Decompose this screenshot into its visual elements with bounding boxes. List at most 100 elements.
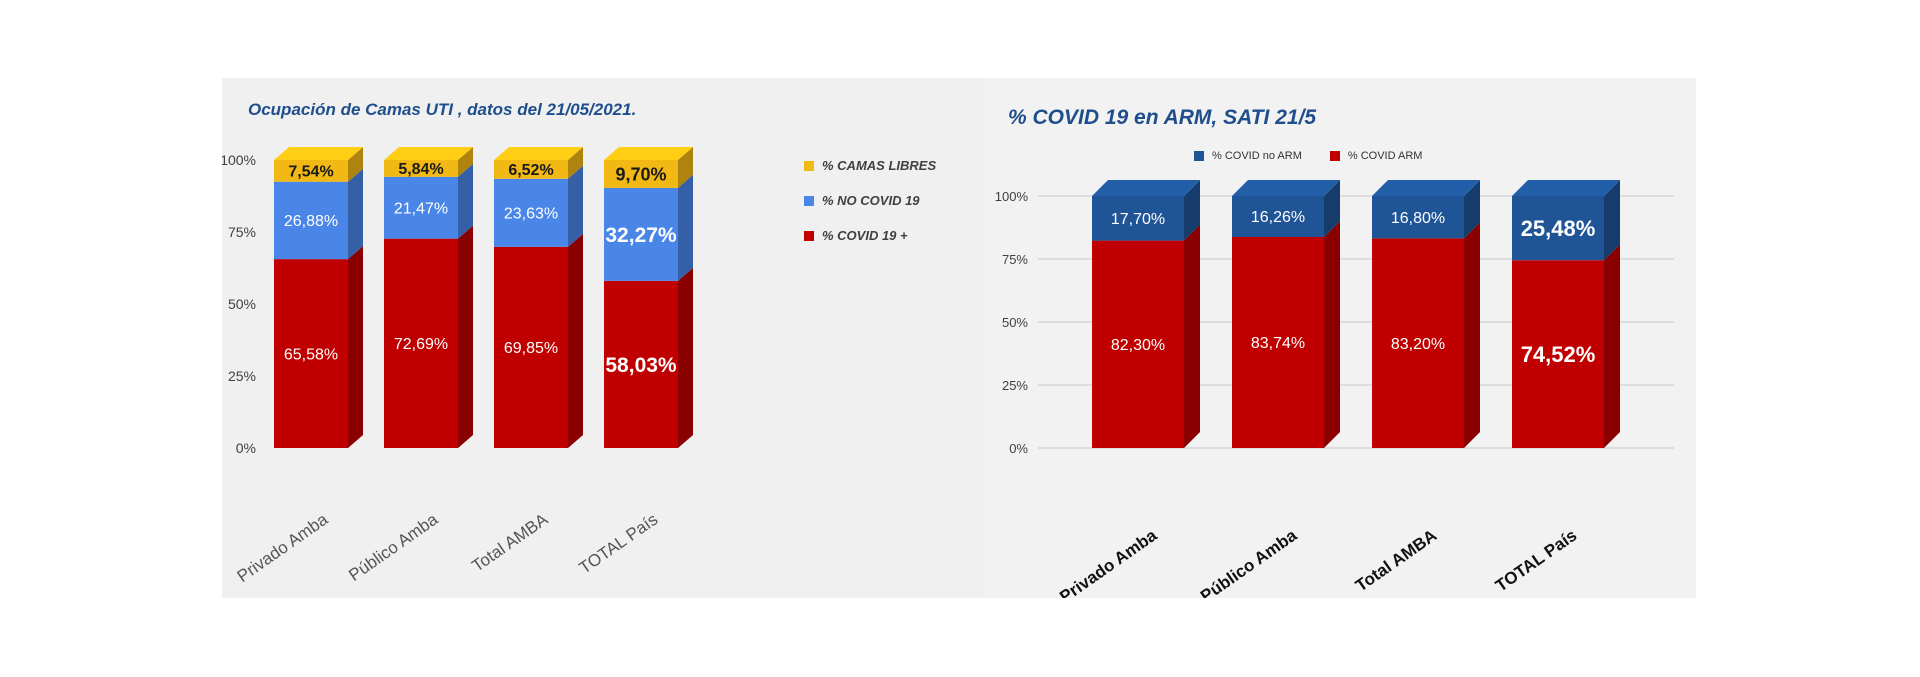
data-label-total-pais-covid-arm: 74,52% — [1521, 342, 1596, 367]
bar-total-amba-covid-no-arm — [1372, 196, 1464, 239]
bar-total-pais-covid-19 — [604, 280, 678, 448]
bar-total-pais-camas-libres — [604, 160, 678, 188]
legend-label: % COVID 19 + — [822, 228, 908, 243]
bar-side-publico-amba-covid-no-arm — [1324, 180, 1340, 237]
bar-side-total-pais-covid-19 — [678, 267, 693, 448]
data-label-privado-amba-covid-arm: 82,30% — [1111, 337, 1165, 354]
bar-side-total-pais-covid-no-arm — [1604, 180, 1620, 261]
y-tick-label: 25% — [1002, 378, 1028, 393]
data-label-total-amba-covid-no-arm: 16,80% — [1391, 210, 1445, 227]
covid-arm-chart-panel: % COVID 19 en ARM, SATI 21/5 % COVID no … — [984, 78, 1696, 598]
bar-side-privado-amba-camas-libres — [348, 147, 363, 182]
bar-publico-amba-covid-no-arm — [1232, 196, 1324, 237]
uti-occupancy-chart-plot: 0% 25% 50% 75% 100% 65,58% 26,88% 7,54% Privado … — [222, 147, 693, 586]
bar-total-pais-no-covid-19 — [604, 187, 678, 281]
x-tick-label: Total AMBA — [1352, 526, 1440, 596]
bar-publico-amba-covid-19 — [384, 238, 458, 448]
y-tick-label: 50% — [228, 296, 256, 312]
data-label-total-amba-covid-arm: 83,20% — [1391, 336, 1445, 353]
legend-item-no-covid: % NO COVID 19 — [804, 183, 936, 218]
x-tick-label: Privado Amba — [1056, 525, 1160, 598]
bar-top-total-pais-covid-no-arm — [1512, 180, 1620, 196]
y-tick-label: 0% — [236, 440, 256, 456]
x-tick-label: Público Amba — [345, 509, 441, 585]
bar-total-amba-camas-libres — [494, 160, 568, 179]
chart-legend: % CAMAS LIBRES % NO COVID 19 % COVID 19 … — [804, 148, 936, 253]
x-tick-label: TOTAL País — [1492, 526, 1580, 596]
legend-item-camas-libres: % CAMAS LIBRES — [804, 148, 936, 183]
data-label-total-pais-camas-libres: 9,70% — [615, 164, 666, 184]
bar-top-publico-amba-covid-no-arm — [1232, 180, 1340, 196]
bar-side-privado-amba-covid-19 — [348, 246, 363, 448]
bar-top-publico-amba-camas-libres — [384, 147, 473, 160]
y-tick-label: 50% — [1002, 315, 1028, 330]
bar-side-publico-amba-no-covid-19 — [458, 163, 473, 239]
data-label-total-pais-covid-19: 58,03% — [605, 354, 677, 377]
legend-swatch — [1329, 151, 1340, 161]
legend-swatch — [804, 230, 814, 241]
bar-privado-amba-covid-19 — [274, 259, 348, 448]
bar-side-total-pais-covid-arm — [1604, 244, 1620, 448]
legend-label: % CAMAS LIBRES — [822, 158, 937, 173]
bar-total-amba-covid-19 — [494, 246, 568, 448]
legend-swatch — [804, 160, 814, 171]
covid-arm-chart-plot: 0% 25% 50% 75% 100% 82,30% 17,70% Privado Amba 8… — [995, 180, 1674, 598]
bar-side-total-amba-covid-arm — [1464, 222, 1480, 448]
bar-privado-amba-covid-no-arm — [1092, 196, 1184, 241]
legend-swatch — [1194, 151, 1204, 161]
data-label-total-pais-no-covid-19: 32,27% — [605, 224, 677, 247]
bar-publico-amba-no-covid-19 — [384, 176, 458, 239]
bar-side-total-pais-camas-libres — [678, 147, 693, 188]
legend-item-covid-arm: % COVID ARM — [1329, 150, 1423, 162]
bar-side-total-amba-camas-libres — [568, 147, 583, 179]
data-label-publico-amba-no-covid-19: 21,47% — [394, 200, 448, 217]
data-label-publico-amba-camas-libres: 5,84% — [398, 161, 443, 178]
bar-side-publico-amba-camas-libres — [458, 147, 473, 177]
legend-item-covid-no-arm: % COVID no ARM — [1194, 150, 1302, 162]
bar-top-total-amba-camas-libres — [494, 147, 583, 160]
y-tick-label: 75% — [1002, 252, 1028, 267]
data-label-total-amba-camas-libres: 6,52% — [508, 162, 553, 179]
legend-label: % COVID no ARM — [1212, 150, 1302, 162]
chart-title: Ocupación de Camas UTI , datos del 21/05… — [248, 100, 637, 119]
bar-top-privado-amba-covid-no-arm — [1092, 180, 1200, 196]
chart-title: % COVID 19 en ARM, SATI 21/5 — [1008, 106, 1317, 129]
data-label-publico-amba-covid-no-arm: 16,26% — [1251, 209, 1305, 226]
bar-total-pais-covid-arm — [1512, 260, 1604, 448]
bar-total-amba-no-covid-19 — [494, 178, 568, 247]
bar-total-pais-covid-no-arm — [1512, 196, 1604, 261]
chart-legend: % COVID no ARM % COVID ARM — [1194, 150, 1422, 162]
bar-side-total-amba-no-covid-19 — [568, 165, 583, 247]
data-label-total-pais-covid-no-arm: 25,48% — [1521, 216, 1596, 241]
bar-side-privado-amba-no-covid-19 — [348, 168, 363, 260]
y-tick-label: 25% — [228, 368, 256, 384]
y-tick-label: 100% — [995, 189, 1029, 204]
bar-side-total-amba-covid-19 — [568, 233, 583, 448]
x-tick-label: Privado Amba — [234, 509, 332, 586]
bar-top-total-amba-covid-no-arm — [1372, 180, 1480, 196]
bar-privado-amba-no-covid-19 — [274, 181, 348, 260]
legend-label: % NO COVID 19 — [822, 193, 920, 208]
bar-side-publico-amba-covid-19 — [458, 225, 473, 448]
bar-top-total-pais-camas-libres — [604, 147, 693, 160]
y-tick-label: 75% — [228, 224, 256, 240]
bar-privado-amba-covid-arm — [1092, 240, 1184, 448]
y-tick-label: 100% — [222, 152, 256, 168]
bar-publico-amba-covid-arm — [1232, 236, 1324, 448]
x-tick-label: Total AMBA — [468, 509, 551, 575]
legend-swatch — [804, 195, 814, 206]
data-label-total-amba-no-covid-19: 23,63% — [504, 206, 558, 223]
x-tick-label: Público Amba — [1197, 525, 1301, 598]
bar-side-total-amba-covid-no-arm — [1464, 180, 1480, 239]
data-label-privado-amba-covid-no-arm: 17,70% — [1111, 211, 1165, 228]
bar-side-total-pais-no-covid-19 — [678, 174, 693, 281]
bar-privado-amba-camas-libres — [274, 160, 348, 182]
data-label-privado-amba-covid-19: 65,58% — [284, 346, 338, 363]
data-label-publico-amba-covid-arm: 83,74% — [1251, 335, 1305, 352]
data-label-total-amba-covid-19: 69,85% — [504, 340, 558, 357]
bar-side-publico-amba-covid-arm — [1324, 220, 1340, 448]
legend-item-covid-positive: % COVID 19 + — [804, 218, 936, 253]
bar-top-privado-amba-camas-libres — [274, 147, 363, 160]
y-tick-label: 0% — [1009, 441, 1028, 456]
legend-label: % COVID ARM — [1347, 150, 1423, 162]
